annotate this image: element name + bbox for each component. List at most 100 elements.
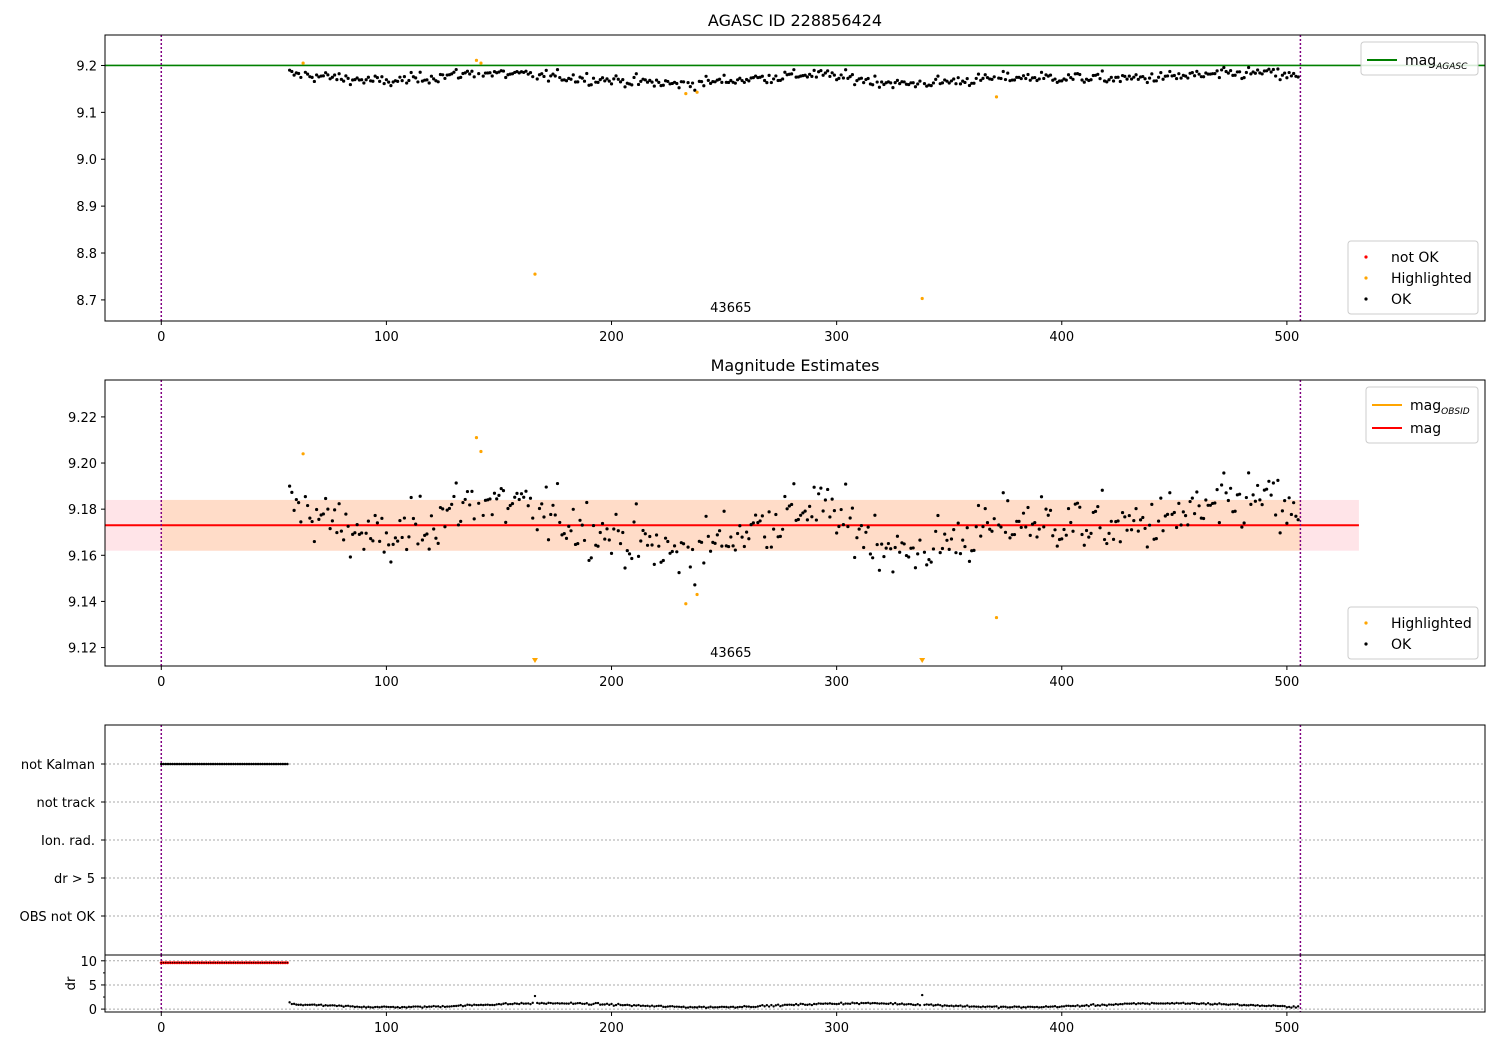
- data-point-ok: [360, 78, 364, 82]
- dr-point: [704, 1006, 708, 1010]
- data-point-ok: [1087, 535, 1091, 539]
- data-point-ok: [1260, 503, 1264, 507]
- data-point-ok: [913, 85, 918, 89]
- data-point-ok: [1186, 76, 1190, 80]
- dr-point: [966, 1004, 969, 1007]
- flag-label: not track: [36, 796, 95, 811]
- data-point-ok: [1037, 77, 1041, 81]
- data-point-ok: [524, 489, 528, 493]
- dr-point-ok-overlay: [268, 962, 271, 964]
- data-point-ok: [929, 560, 933, 564]
- data-point-ok: [1231, 73, 1235, 77]
- dr-point: [360, 1006, 363, 1009]
- data-point-ok: [891, 86, 895, 90]
- dr-point: [943, 1004, 946, 1007]
- data-point-ok: [335, 530, 339, 535]
- data-point-ok: [1192, 74, 1197, 78]
- dr-point: [400, 1005, 404, 1009]
- data-point-ok: [688, 565, 692, 569]
- dr-point: [592, 1002, 595, 1006]
- data-point-ok: [1098, 77, 1102, 81]
- data-point-ok: [927, 558, 931, 562]
- data-point-ok: [1039, 495, 1044, 499]
- dr-point: [1182, 1001, 1185, 1005]
- data-point-ok: [823, 498, 827, 502]
- data-point-ok: [1292, 501, 1296, 505]
- data-point-ok: [882, 554, 886, 559]
- dr-point: [1249, 1003, 1253, 1007]
- data-point-ok: [909, 81, 913, 85]
- data-point-ok: [659, 560, 663, 564]
- dr-point: [1056, 1006, 1059, 1009]
- data-point-ok: [1062, 527, 1066, 532]
- data-point-ok: [744, 530, 749, 534]
- data-point-ok: [704, 74, 708, 78]
- data-point-ok: [1111, 79, 1116, 83]
- data-point-ok: [326, 73, 330, 77]
- data-point-ok: [974, 76, 978, 81]
- data-point-ok: [1201, 516, 1206, 521]
- data-point-ok: [618, 80, 623, 84]
- dr-point: [1017, 1005, 1021, 1008]
- dr-point-ok-overlay: [270, 962, 273, 964]
- dr-point-ok-overlay: [237, 962, 239, 964]
- y-tick-label: 9.12: [68, 642, 97, 657]
- flag-point-not-kalman: [243, 762, 246, 766]
- dr-point: [425, 1005, 429, 1009]
- data-point-ok: [954, 82, 958, 86]
- x-tick-label: 100: [374, 675, 399, 690]
- data-point-ok: [537, 506, 542, 511]
- data-point-ok: [1044, 507, 1048, 511]
- data-point-ok: [1012, 78, 1017, 82]
- dr-point: [758, 1004, 762, 1008]
- data-point-ok: [828, 515, 832, 519]
- data-point-ok: [407, 535, 411, 539]
- data-point-ok: [342, 538, 346, 542]
- dr-point: [959, 1004, 962, 1007]
- flag-point-not-kalman: [245, 762, 249, 766]
- axes-frame: [104, 954, 1486, 1013]
- data-point-ok: [983, 507, 987, 511]
- data-point-ok: [805, 518, 809, 522]
- data-point-ok: [675, 550, 679, 554]
- data-point-ok: [958, 552, 963, 556]
- flag-point-not-kalman: [207, 762, 210, 766]
- dr-point: [950, 1004, 953, 1007]
- dr-point: [988, 1005, 991, 1008]
- data-point-ok: [974, 525, 978, 529]
- dr-point: [362, 1005, 366, 1008]
- data-point-ok: [963, 544, 967, 549]
- dr-point: [495, 1003, 498, 1006]
- data-point-ok: [783, 70, 787, 74]
- data-point-ok: [1129, 77, 1134, 81]
- dr-point: [1049, 1005, 1052, 1008]
- dr-point: [684, 1006, 688, 1009]
- dr-point: [1200, 1002, 1203, 1005]
- data-point-ok: [346, 524, 350, 528]
- data-point-ok: [1190, 496, 1194, 500]
- data-point-ok: [1053, 77, 1057, 81]
- data-point-ok: [1035, 535, 1039, 539]
- dr-point: [1229, 1003, 1232, 1006]
- data-point-ok: [1069, 520, 1073, 525]
- dr-point: [1076, 1004, 1079, 1007]
- data-point-ok: [1001, 491, 1005, 495]
- data-point-ok: [425, 532, 429, 536]
- dr-point: [1011, 1005, 1014, 1009]
- dr-point: [1231, 1003, 1235, 1006]
- data-point-ok: [470, 69, 474, 73]
- data-point-ok: [535, 77, 539, 81]
- data-point-ok: [364, 78, 368, 82]
- data-point-highlighted: [695, 90, 699, 94]
- data-point-ok: [598, 77, 602, 82]
- data-point-ok: [366, 75, 370, 79]
- dr-point: [788, 1003, 791, 1006]
- flag-point-not-kalman: [189, 762, 192, 766]
- data-point-ok: [952, 77, 956, 81]
- data-point-ok: [760, 74, 764, 78]
- dr-point: [718, 1005, 721, 1009]
- dr-point: [887, 1002, 890, 1006]
- data-point-ok: [558, 75, 562, 80]
- data-point-ok: [1159, 496, 1163, 500]
- data-point-ok: [344, 74, 348, 78]
